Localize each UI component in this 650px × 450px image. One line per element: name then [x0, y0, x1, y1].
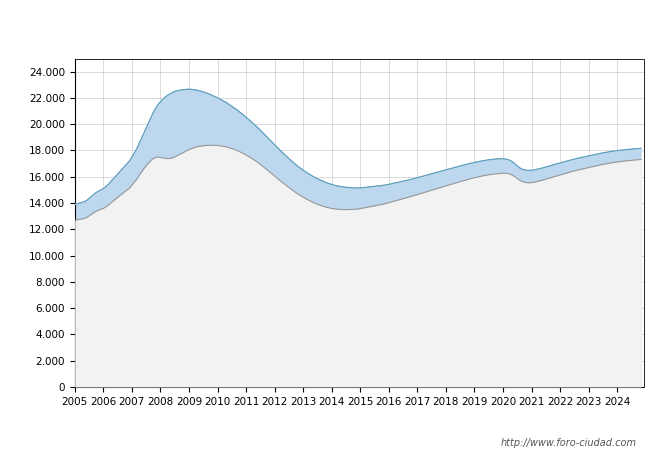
Text: http://www.foro-ciudad.com: http://www.foro-ciudad.com — [501, 438, 637, 448]
Text: Aranda de Duero - Evolucion de la poblacion en edad de Trabajar Noviembre de 202: Aranda de Duero - Evolucion de la poblac… — [72, 17, 578, 30]
